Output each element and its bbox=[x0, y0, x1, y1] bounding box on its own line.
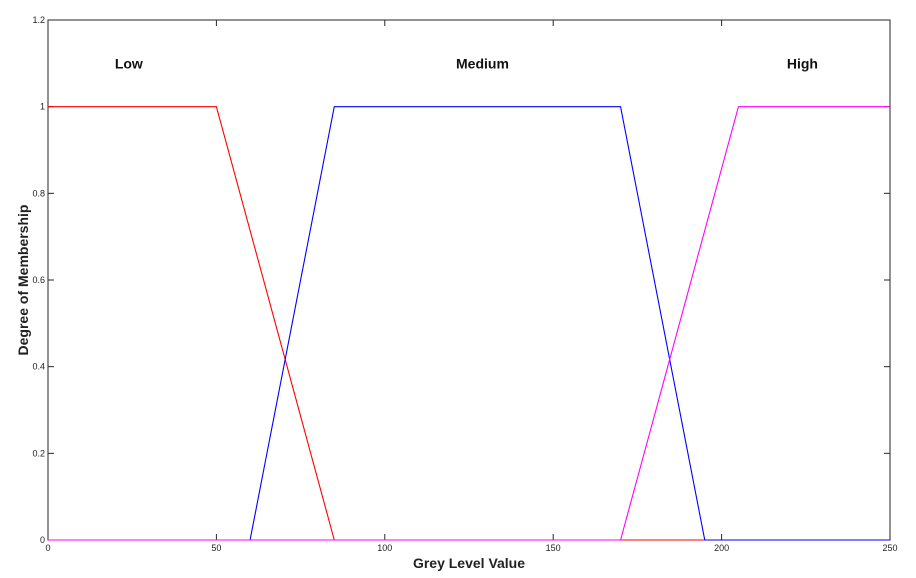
y-tick-label: 0.2 bbox=[32, 448, 45, 458]
y-tick-label: 0.4 bbox=[32, 362, 45, 372]
series-line-3 bbox=[48, 106, 890, 541]
y-axis-label: Degree of Membership bbox=[15, 205, 31, 356]
x-tick-label: 250 bbox=[882, 543, 897, 553]
series-layer bbox=[48, 106, 890, 541]
annotation-low: Low bbox=[115, 55, 143, 71]
y-tick-label: 0.6 bbox=[32, 275, 45, 285]
y-tick-label: 1.2 bbox=[32, 15, 45, 25]
x-tick-label: 200 bbox=[714, 543, 729, 553]
x-tick-label: 150 bbox=[546, 543, 561, 553]
annotation-layer: Low Medium High bbox=[115, 55, 818, 71]
x-tick-label: 100 bbox=[377, 543, 392, 553]
x-axis-label: Grey Level Value bbox=[413, 555, 525, 571]
y-tick-label: 0 bbox=[40, 535, 45, 545]
y-tick-label: 0.8 bbox=[32, 188, 45, 198]
plot-area bbox=[47, 19, 891, 541]
annotation-medium: Medium bbox=[456, 55, 509, 71]
annotation-high: High bbox=[787, 55, 818, 71]
axis-tick-labels: 0 50 100 150 200 250 0 0.2 0.4 0.6 0.8 1 1.2 bbox=[32, 15, 897, 553]
y-tick-label: 1 bbox=[40, 102, 45, 112]
x-tick-label: 0 bbox=[45, 543, 50, 553]
x-tick-label: 50 bbox=[211, 543, 221, 553]
